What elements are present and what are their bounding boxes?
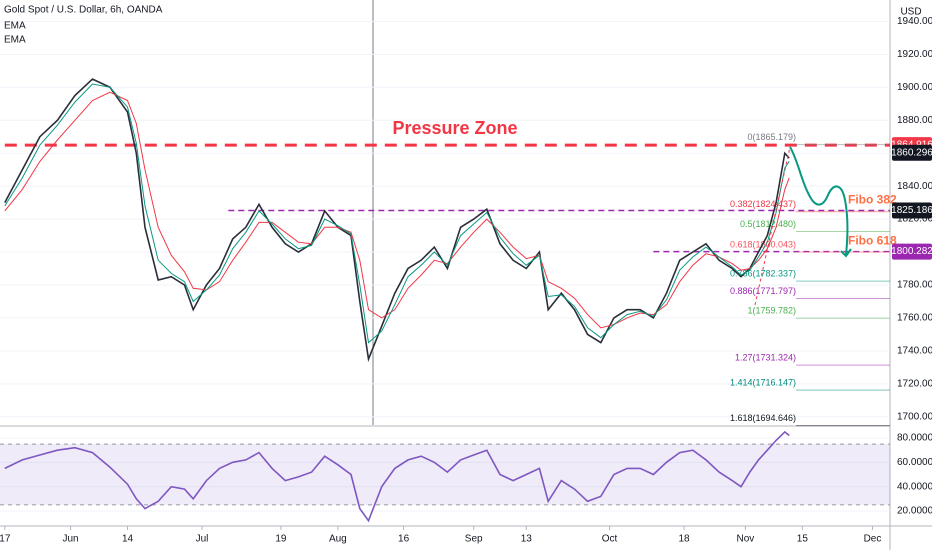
y-tick-label: 1780.000 [897, 280, 932, 291]
fib-trend [754, 146, 791, 306]
x-tick-label: Aug [329, 534, 347, 545]
series-line [4, 430, 790, 523]
x-tick-label: Nov [736, 534, 754, 545]
fib-label: 0.382(1824.437) [730, 199, 796, 209]
fib-label: 1.618(1694.646) [730, 413, 796, 423]
y-tick-label: 1880.000 [897, 115, 932, 126]
price-label-box [892, 243, 932, 260]
rsi-band [0, 444, 890, 505]
x-tick-label: 18 [678, 534, 690, 545]
main-pane: 0(1865.179) 0.382(1824.437) 0.5(1812.480) 0… [0, 20, 890, 427]
x-tick-label: 19 [275, 534, 287, 545]
x-tick-label: Dec [864, 534, 882, 545]
target-label: Fibo 382 [848, 193, 897, 207]
y-tick-label: 1940.000 [897, 16, 932, 27]
y-tick-label: 1840.000 [897, 181, 932, 192]
fib-label: 0(1865.179) [748, 132, 797, 142]
legend-entry: EMA [4, 21, 26, 32]
price-label: 1825.186 [891, 205, 932, 216]
y-tick-label: 1740.000 [897, 346, 932, 357]
target-label: Fibo 618 [848, 234, 897, 248]
x-tick-label: Jul [196, 534, 209, 545]
series-line [4, 91, 790, 329]
price-label-box [892, 202, 932, 219]
y-tick-label: 1920.000 [897, 49, 932, 60]
y-tick-label: 1700.000 [897, 411, 932, 422]
x-tick-label: 16 [398, 534, 410, 545]
fib-label: 1.414(1716.147) [730, 378, 796, 388]
y-tick-label: 1760.000 [897, 313, 932, 324]
y-tick-label: 20.0000 [897, 506, 932, 517]
projection-path [789, 146, 849, 256]
fib-label: 0.886(1771.797) [730, 286, 796, 296]
series-line [4, 83, 790, 344]
y-tick-label: 1820.000 [897, 214, 932, 225]
x-tick-label: Oct [602, 534, 618, 545]
y-tick-label: 1900.000 [897, 82, 932, 93]
fib-label: 0.786(1782.337) [730, 269, 796, 279]
x-tick-label: Sep [465, 534, 483, 545]
series-line [4, 78, 790, 363]
legend-entry: EMA [4, 35, 26, 46]
y-tick-label: 40.0000 [897, 481, 932, 492]
x-tick-label: Jun [62, 534, 78, 545]
fib-label: 1.27(1731.324) [735, 353, 796, 363]
fib-label: 1(1759.782) [748, 306, 797, 316]
x-tick-label: 13 [521, 534, 533, 545]
price-label-box [892, 144, 932, 161]
x-tick-label: 14 [122, 534, 134, 545]
x-tick-label: 15 [797, 534, 809, 545]
y-tick-label: 1720.000 [897, 378, 932, 389]
y-tick-label: 60.0000 [897, 457, 932, 468]
currency-label: USD [900, 7, 921, 18]
y-tick-label: 80.0000 [897, 433, 932, 444]
projection-arrow [840, 248, 852, 258]
x-tick-label: 17 [0, 534, 11, 545]
fib-label: 0.5(1812.480) [740, 219, 796, 229]
price-label: 1860.296 [891, 147, 932, 158]
price-label: 1800.282 [891, 246, 932, 257]
chart-title: Gold Spot / U.S. Dollar, 6h, OANDA [4, 5, 163, 16]
rsi-pane [0, 430, 890, 523]
annotation: Pressure Zone [392, 118, 517, 138]
